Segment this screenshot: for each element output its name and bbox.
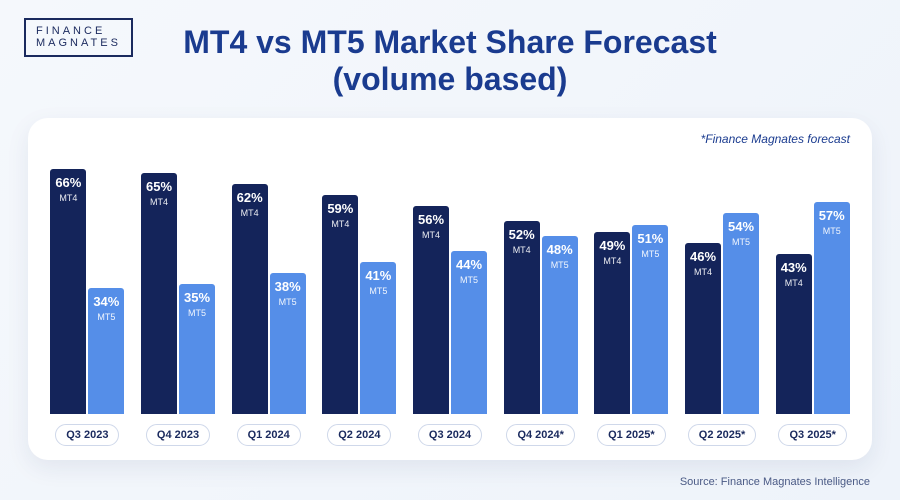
bar-group: 59%MT441%MT5Q2 2024: [318, 154, 401, 446]
brand-logo: FINANCE MAGNATES: [24, 18, 133, 57]
x-axis-label: Q3 2023: [55, 424, 119, 446]
bar-series-label: MT4: [50, 193, 86, 203]
bar-group: 66%MT434%MT5Q3 2023: [46, 154, 129, 446]
bar-mt5: 34%MT5: [88, 288, 124, 414]
bar-pair: 66%MT434%MT5: [46, 154, 129, 414]
x-axis-label: Q3 2024: [418, 424, 482, 446]
bar-mt4: 56%MT4: [413, 206, 449, 414]
bar-pair: 49%MT451%MT5: [590, 154, 673, 414]
bar-value: 41%: [360, 268, 396, 283]
bar-pair: 56%MT444%MT5: [409, 154, 492, 414]
bar-pair: 59%MT441%MT5: [318, 154, 401, 414]
bar-value: 54%: [723, 219, 759, 234]
bar-series-label: MT5: [270, 297, 306, 307]
x-axis-label: Q2 2024: [327, 424, 391, 446]
x-axis-label: Q4 2023: [146, 424, 210, 446]
bar-value: 56%: [413, 212, 449, 227]
bar-series-label: MT4: [685, 267, 721, 277]
bar-value: 48%: [542, 242, 578, 257]
bar-group: 49%MT451%MT5Q1 2025*: [590, 154, 673, 446]
bar-mt4: 59%MT4: [322, 195, 358, 414]
bar-mt5: 44%MT5: [451, 251, 487, 414]
chart-title: MT4 vs MT5 Market Share Forecast (volume…: [150, 0, 750, 98]
bar-value: 51%: [632, 231, 668, 246]
bar-mt5: 35%MT5: [179, 284, 215, 414]
x-axis-label: Q2 2025*: [688, 424, 756, 446]
logo-line1: FINANCE: [36, 26, 121, 38]
bar-group: 52%MT448%MT5Q4 2024*: [499, 154, 582, 446]
bar-value: 49%: [594, 238, 630, 253]
bar-value: 62%: [232, 190, 268, 205]
bar-group: 56%MT444%MT5Q3 2024: [409, 154, 492, 446]
bar-value: 35%: [179, 290, 215, 305]
bar-series-label: MT4: [504, 245, 540, 255]
chart-card: *Finance Magnates forecast 66%MT434%MT5Q…: [28, 118, 872, 460]
bar-series-label: MT5: [179, 308, 215, 318]
bar-value: 43%: [776, 260, 812, 275]
bar-group: 43%MT457%MT5Q3 2025*: [771, 154, 854, 446]
bar-mt5: 48%MT5: [542, 236, 578, 414]
bar-series-label: MT4: [594, 256, 630, 266]
bar-mt5: 57%MT5: [814, 202, 850, 414]
bar-mt4: 43%MT4: [776, 254, 812, 414]
bar-series-label: MT5: [814, 226, 850, 236]
bar-series-label: MT4: [413, 230, 449, 240]
bar-series-label: MT5: [542, 260, 578, 270]
bar-mt5: 54%MT5: [723, 213, 759, 414]
bar-mt4: 65%MT4: [141, 173, 177, 414]
bar-mt5: 38%MT5: [270, 273, 306, 414]
bar-series-label: MT5: [360, 286, 396, 296]
bar-group: 62%MT438%MT5Q1 2024: [227, 154, 310, 446]
bar-series-label: MT4: [322, 219, 358, 229]
bar-value: 66%: [50, 175, 86, 190]
bar-mt4: 52%MT4: [504, 221, 540, 414]
bar-group: 65%MT435%MT5Q4 2023: [137, 154, 220, 446]
bar-chart: 66%MT434%MT5Q3 202365%MT435%MT5Q4 202362…: [46, 154, 854, 446]
bar-group: 46%MT454%MT5Q2 2025*: [681, 154, 764, 446]
bar-series-label: MT4: [776, 278, 812, 288]
bar-series-label: MT5: [632, 249, 668, 259]
bar-value: 46%: [685, 249, 721, 264]
bar-series-label: MT5: [451, 275, 487, 285]
x-axis-label: Q3 2025*: [778, 424, 846, 446]
bar-mt4: 49%MT4: [594, 232, 630, 414]
bar-value: 38%: [270, 279, 306, 294]
bar-pair: 62%MT438%MT5: [227, 154, 310, 414]
bar-pair: 46%MT454%MT5: [681, 154, 764, 414]
bar-mt5: 41%MT5: [360, 262, 396, 414]
x-axis-label: Q4 2024*: [506, 424, 574, 446]
bar-value: 44%: [451, 257, 487, 272]
bar-pair: 65%MT435%MT5: [137, 154, 220, 414]
logo-line2: MAGNATES: [36, 38, 121, 50]
bar-series-label: MT4: [141, 197, 177, 207]
bar-series-label: MT5: [723, 237, 759, 247]
bar-series-label: MT5: [88, 312, 124, 322]
bar-series-label: MT4: [232, 208, 268, 218]
bar-pair: 43%MT457%MT5: [771, 154, 854, 414]
forecast-note: *Finance Magnates forecast: [701, 132, 850, 146]
x-axis-label: Q1 2025*: [597, 424, 665, 446]
bar-mt4: 66%MT4: [50, 169, 86, 414]
bar-value: 57%: [814, 208, 850, 223]
bar-value: 52%: [504, 227, 540, 242]
bar-mt4: 62%MT4: [232, 184, 268, 414]
source-attribution: Source: Finance Magnates Intelligence: [680, 476, 870, 488]
x-axis-label: Q1 2024: [237, 424, 301, 446]
bar-pair: 52%MT448%MT5: [499, 154, 582, 414]
bar-value: 65%: [141, 179, 177, 194]
bar-mt5: 51%MT5: [632, 225, 668, 414]
bar-value: 34%: [88, 294, 124, 309]
bar-value: 59%: [322, 201, 358, 216]
bar-mt4: 46%MT4: [685, 243, 721, 414]
